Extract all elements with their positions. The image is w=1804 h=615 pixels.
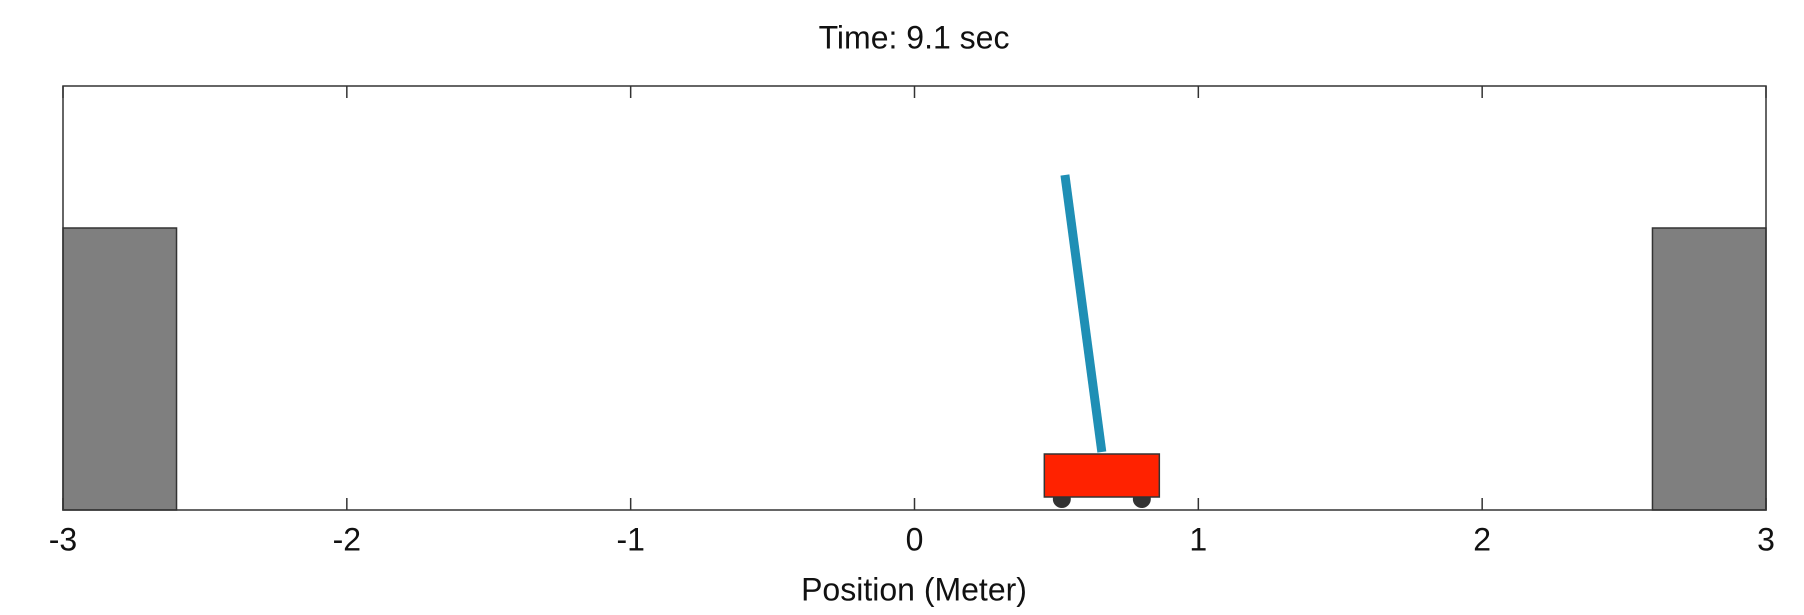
x-tick-label: 0 [906,521,924,557]
wall [1651,227,1767,511]
x-tick-label: 3 [1757,521,1775,557]
chart-title: Time: 9.1 sec [819,19,1010,55]
axes-frame [62,85,1767,511]
x-tick-label: 2 [1473,521,1491,557]
x-tick-label: -2 [333,521,361,557]
wall [62,227,178,511]
x-axis-label: Position (Meter) [801,571,1027,607]
cart [1043,453,1161,498]
plot-area [63,86,1766,510]
pole [1060,174,1107,453]
x-tick-label: 1 [1189,521,1207,557]
x-tick-label: -1 [616,521,644,557]
x-tick-label: -3 [49,521,77,557]
